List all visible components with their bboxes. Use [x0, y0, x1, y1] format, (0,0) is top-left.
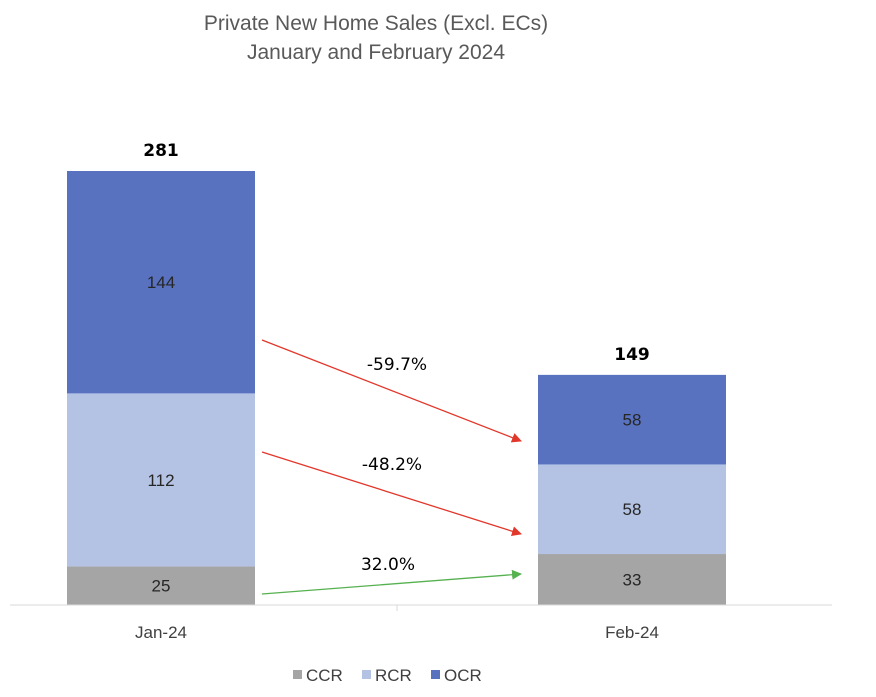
change-label-ocr: -59.7% — [367, 355, 427, 375]
data-label-ccr-jan-24: 25 — [152, 577, 171, 596]
bar-ccr-feb-24 — [538, 554, 726, 605]
data-label-rcr-jan-24: 112 — [147, 471, 174, 490]
x-tick-label: Feb-24 — [605, 623, 659, 642]
totals-group: 281 149 — [143, 141, 650, 365]
bars-group: 25 112 144 33 58 58 — [67, 171, 726, 605]
legend-swatch-ccr — [293, 670, 302, 679]
change-arrow-rcr — [261, 451, 522, 537]
bar-ocr-jan-24 — [67, 171, 255, 394]
x-tick-label: Jan-24 — [135, 623, 187, 642]
change-arrow-ocr — [261, 339, 522, 443]
data-label-ccr-feb-24: 33 — [623, 571, 642, 590]
total-label-feb-24: 149 — [614, 345, 650, 365]
chart-subtitle: January and February 2024 — [247, 41, 505, 64]
chart-title: Private New Home Sales (Excl. ECs) — [204, 12, 548, 35]
total-label-jan-24: 281 — [143, 141, 179, 161]
x-tick-labels: Jan-24 Feb-24 — [135, 623, 659, 642]
annotations-group: -59.7% -48.2% 32.0% — [261, 339, 522, 595]
legend: CCR RCR OCR — [293, 666, 482, 685]
legend-swatch-ocr — [431, 670, 440, 679]
data-label-ocr-feb-24: 58 — [623, 411, 642, 430]
bar-ocr-feb-24 — [538, 374, 726, 465]
data-label-rcr-feb-24: 58 — [623, 500, 642, 519]
legend-label-ocr: OCR — [444, 666, 482, 685]
legend-label-ccr: CCR — [306, 666, 343, 685]
bar-rcr-feb-24 — [538, 464, 726, 555]
legend-swatch-rcr — [362, 670, 371, 679]
bar-rcr-jan-24 — [67, 393, 255, 567]
legend-label-rcr: RCR — [375, 666, 412, 685]
change-arrow-ccr — [261, 569, 522, 595]
data-label-ocr-jan-24: 144 — [147, 273, 175, 292]
change-label-rcr: -48.2% — [362, 455, 422, 475]
change-label-ccr: 32.0% — [361, 555, 415, 575]
bar-ccr-jan-24 — [67, 566, 255, 605]
